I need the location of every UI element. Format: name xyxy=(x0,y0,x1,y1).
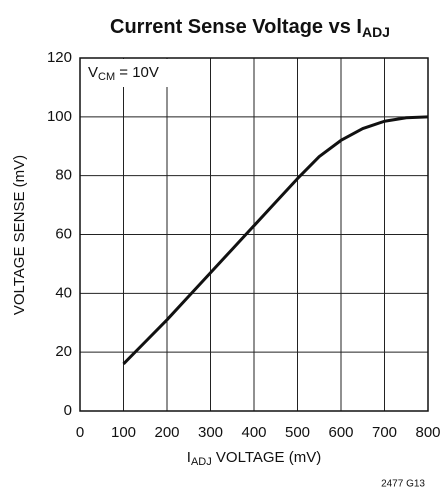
curve xyxy=(122,115,429,365)
y-axis-label: VOLTAGE SENSE (mV) xyxy=(11,155,28,315)
title-text: Current Sense Voltage vs I xyxy=(110,16,362,38)
annotation-rest: = 10V xyxy=(115,64,159,81)
annotation-text: V xyxy=(88,64,98,81)
x-tick-label: 700 xyxy=(372,424,397,441)
x-tick-label: 200 xyxy=(154,424,179,441)
x-tick-label: 400 xyxy=(241,424,266,441)
x-tick-label: 300 xyxy=(198,424,223,441)
y-tick-label: 60 xyxy=(55,225,72,242)
x-tick-label: 500 xyxy=(285,424,310,441)
x-tick-label: 800 xyxy=(415,424,440,441)
y-tick-label: 100 xyxy=(47,108,72,125)
y-tick-label: 40 xyxy=(55,284,72,301)
y-tick-label: 120 xyxy=(47,49,72,66)
y-tick-label: 80 xyxy=(55,167,72,184)
footnote: 2477 G13 xyxy=(381,479,425,490)
annotation: VCM = 10V xyxy=(88,64,159,83)
title-subscript: ADJ xyxy=(362,24,390,40)
chart-title: Current Sense Voltage vs IADJ xyxy=(110,16,390,39)
x-label-subscript: ADJ xyxy=(191,456,212,468)
x-label-rest: VOLTAGE (mV) xyxy=(212,449,321,466)
plot-frame xyxy=(79,57,429,412)
x-tick-label: 100 xyxy=(111,424,136,441)
x-tick-label: 600 xyxy=(328,424,353,441)
x-tick-label: 0 xyxy=(76,424,84,441)
x-axis-label: IADJ VOLTAGE (mV) xyxy=(187,449,321,468)
x-label-text: I xyxy=(187,449,191,466)
y-tick-label: 0 xyxy=(64,402,72,419)
annotation-box xyxy=(81,59,205,87)
y-tick-label: 20 xyxy=(55,343,72,360)
annotation-subscript: CM xyxy=(98,71,115,83)
